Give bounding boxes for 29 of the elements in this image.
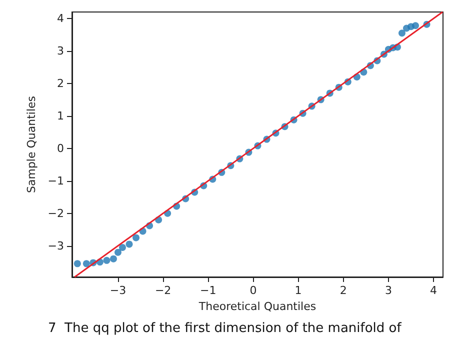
- point: [114, 248, 122, 256]
- point: [82, 260, 90, 268]
- y-axis-title: Sample Quantiles: [24, 96, 38, 194]
- point: [398, 30, 406, 37]
- y-tick-label: 2: [57, 76, 64, 90]
- x-tick-label: 0: [250, 284, 257, 297]
- point: [74, 260, 81, 268]
- point: [110, 255, 117, 262]
- y-tick-label: 0: [57, 142, 64, 155]
- y-tick-label: −1: [48, 174, 64, 188]
- x-tick-label: 4: [430, 284, 438, 297]
- y-tick-label: −3: [48, 239, 64, 252]
- x-tick-label: 2: [340, 284, 347, 297]
- x-tick-label: −3: [110, 284, 126, 297]
- point: [118, 244, 126, 251]
- x-axis-title: Theoretical Quantiles: [198, 300, 316, 313]
- y-tick-label: 3: [57, 44, 64, 58]
- x-tick-label: 1: [294, 284, 302, 297]
- point: [132, 234, 140, 242]
- y-tick-label: 4: [57, 12, 64, 25]
- x-tick-label: 3: [384, 284, 392, 297]
- x-tick-label: −1: [200, 284, 216, 297]
- point: [103, 256, 110, 264]
- text: 7 The qq plot of the first dimension of the manifold of: [48, 321, 402, 336]
- point: [126, 240, 133, 248]
- x-tick-label: −2: [154, 284, 172, 297]
- y-tick-label: −2: [48, 206, 64, 220]
- point: [412, 22, 419, 30]
- y-tick-label: 1: [57, 109, 64, 122]
